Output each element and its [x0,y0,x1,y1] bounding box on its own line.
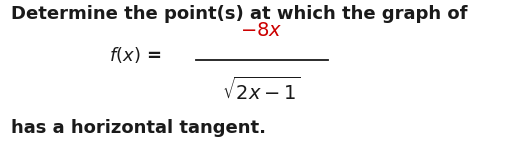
Text: $\sqrt{2x - 1}$: $\sqrt{2x - 1}$ [223,77,301,104]
Text: $-8x$: $-8x$ [240,21,283,40]
Text: has a horizontal tangent.: has a horizontal tangent. [11,119,266,137]
Text: $\mathit{f}$$\mathit{(x)}$ =: $\mathit{f}$$\mathit{(x)}$ = [109,45,162,65]
Text: Determine the point(s) at which the graph of: Determine the point(s) at which the grap… [11,5,468,22]
